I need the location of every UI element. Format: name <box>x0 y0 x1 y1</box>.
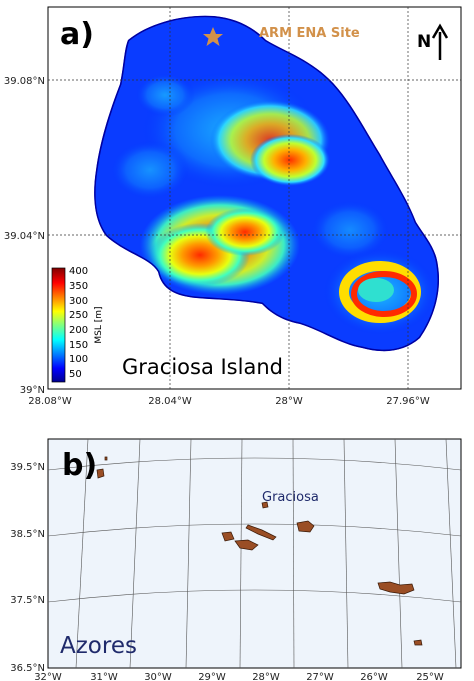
panel-a: 39.08°N 39.04°N 39°N 28.08°W 28.04°W 28°… <box>4 6 462 407</box>
lat-tick-b-2: 38.5°N <box>10 529 45 540</box>
north-arrow-icon <box>431 23 449 60</box>
panel-b: Graciosa b) Azores 39.5°N 38.5°N 37.5°N … <box>10 438 462 681</box>
island-santa-maria <box>413 639 423 646</box>
lon-tick-a-4: 27.96°W <box>386 396 430 407</box>
lat-tick-a-1: 39.08°N <box>4 76 45 87</box>
colorbar-tick-250: 250 <box>69 310 88 321</box>
lon-tick-b-5: 28°W <box>252 672 280 681</box>
colorbar-tick-100: 100 <box>69 354 88 365</box>
place-label-graciosa: Graciosa <box>262 490 319 505</box>
lon-tick-b-4: 29°W <box>198 672 226 681</box>
colorbar-tick-200: 200 <box>69 325 88 336</box>
lon-tick-b-6: 27°W <box>306 672 334 681</box>
colorbar-tick-300: 300 <box>69 296 88 307</box>
island-flores <box>96 468 105 479</box>
lat-tick-b-1: 39.5°N <box>10 462 45 473</box>
colorbar-tick-350: 350 <box>69 281 88 292</box>
island-terceira <box>296 520 315 533</box>
site-label: ARM ENA Site <box>259 26 360 41</box>
island-corvo <box>104 456 108 461</box>
island-elevation-map <box>94 15 440 352</box>
azores-islands <box>96 456 423 646</box>
lon-tick-a-2: 28.04°W <box>148 396 192 407</box>
island-faial <box>221 531 235 542</box>
graticule-a <box>48 7 461 389</box>
north-label: N <box>417 32 431 52</box>
lat-tick-a-2: 39.04°N <box>4 231 45 242</box>
lon-tick-a-1: 28.08°W <box>28 396 72 407</box>
panel-a-label: a) <box>60 17 94 52</box>
region-label-azores: Azores <box>60 633 137 659</box>
panel-b-label: b) <box>62 448 97 483</box>
island-pico <box>234 539 259 551</box>
colorbar-label: MSL [m] <box>94 306 104 343</box>
lat-tick-a-3: 39°N <box>20 385 45 396</box>
site-star-icon <box>203 27 223 46</box>
colorbar <box>51 267 66 383</box>
lon-tick-b-1: 32°W <box>34 672 62 681</box>
lon-tick-b-8: 25°W <box>416 672 444 681</box>
lon-tick-b-2: 31°W <box>90 672 118 681</box>
lon-tick-a-3: 28°W <box>275 396 303 407</box>
island-sao-jorge <box>245 524 277 541</box>
colorbar-tick-400: 400 <box>69 266 88 277</box>
lon-tick-b-3: 30°W <box>144 672 172 681</box>
lat-tick-b-3: 37.5°N <box>10 595 45 606</box>
colorbar-tick-50: 50 <box>69 369 82 380</box>
colorbar-ticks: 400 350 300 250 200 150 100 50 <box>69 266 88 380</box>
lat-tick-b-4: 36.5°N <box>10 663 45 674</box>
lon-tick-b-7: 26°W <box>360 672 388 681</box>
island-sao-miguel <box>377 581 415 595</box>
island-graciosa <box>261 501 269 509</box>
colorbar-tick-150: 150 <box>69 340 88 351</box>
panel-b-frame <box>47 438 462 669</box>
graticule-b <box>47 438 462 669</box>
island-title: Graciosa Island <box>122 355 283 379</box>
